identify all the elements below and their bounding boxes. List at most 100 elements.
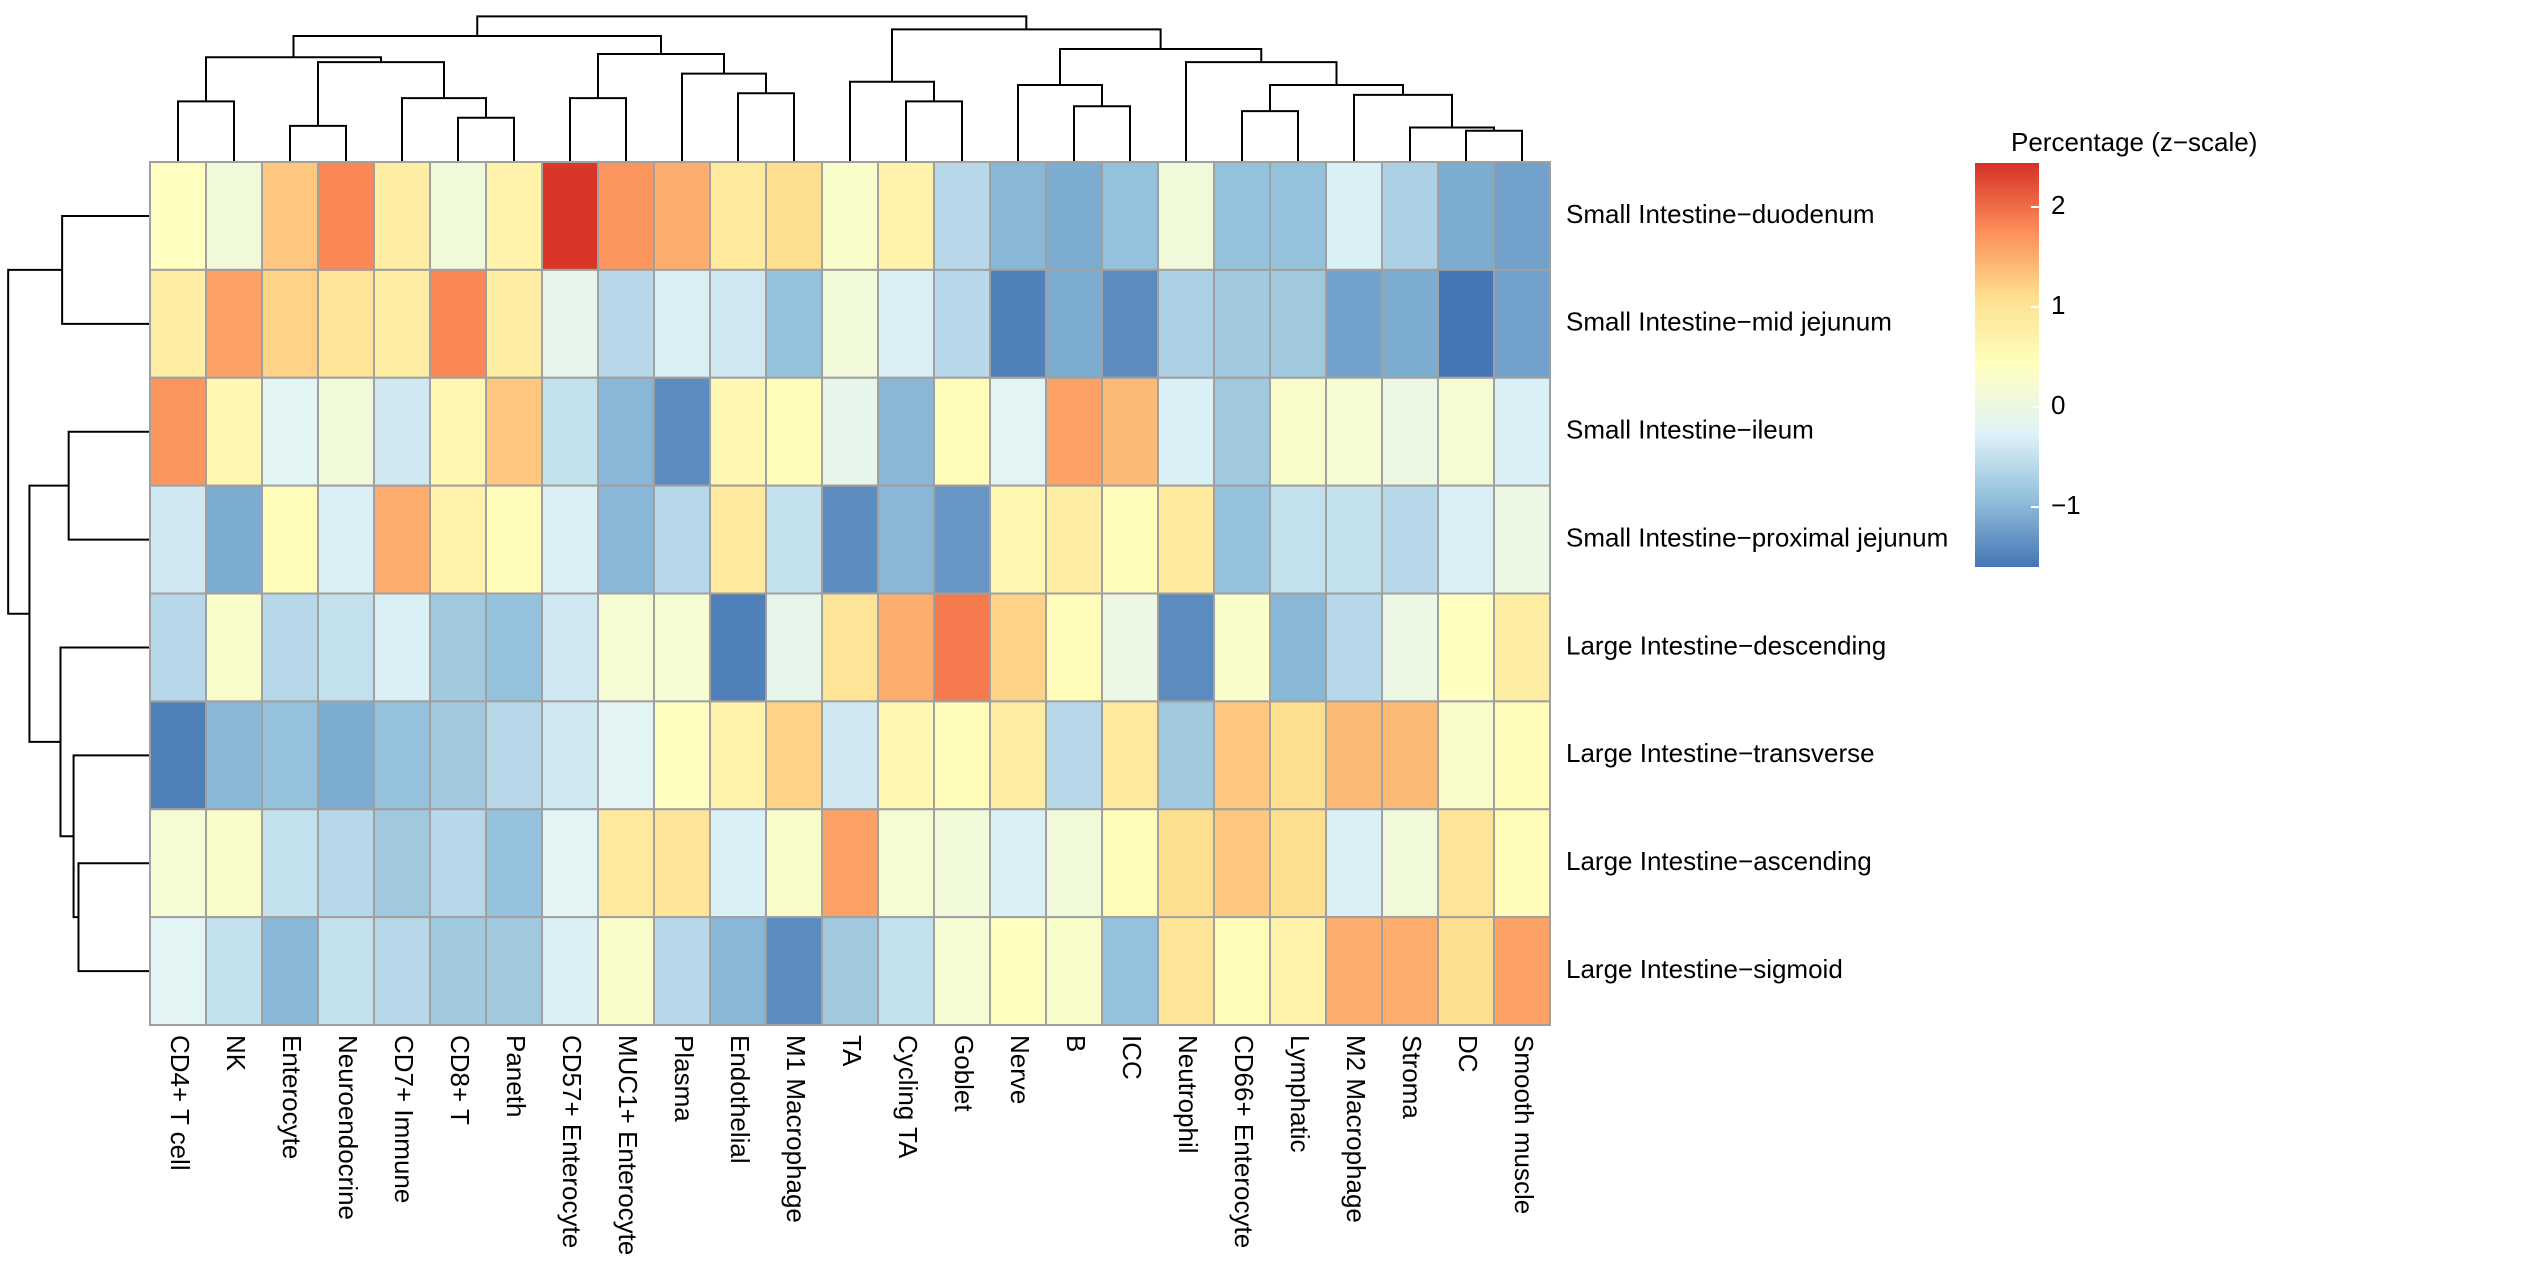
cell [821,484,879,595]
cell [261,916,319,1026]
cell [1213,916,1271,1026]
cell [1213,376,1271,487]
cell [877,916,935,1026]
cell [653,161,711,271]
cell [1101,808,1159,919]
cell [1045,808,1103,919]
cell [373,484,431,595]
cell [205,268,263,379]
cell [1325,268,1383,379]
cell [1269,700,1327,811]
row-dendrogram [77,862,150,973]
cell [1045,161,1103,271]
cell [373,700,431,811]
cell [149,161,207,271]
cell [933,161,991,271]
cell [485,376,543,487]
row-dendrogram [67,430,150,541]
cell [877,376,935,487]
cell [317,268,375,379]
cell [709,484,767,595]
cell [1381,592,1439,703]
cell [1213,484,1271,595]
column-label: M1 Macrophage [781,1035,811,1223]
column-dendrogram [1241,110,1299,162]
cell [821,808,879,919]
cell [373,592,431,703]
column-dendrogram [476,15,1028,36]
cell [429,484,487,595]
cell [1101,376,1159,487]
column-dendrogram [905,100,963,162]
cell [261,700,319,811]
cell [1213,161,1271,271]
cell [429,161,487,271]
row-label: Small Intestine−mid jejunum [1566,307,1892,337]
cell [989,268,1047,379]
column-dendrogram [401,97,487,162]
column-dendrogram [569,97,627,162]
cell [429,376,487,487]
cell [1437,592,1495,703]
cell [205,376,263,487]
cell [541,268,599,379]
cell [1157,268,1215,379]
cell [205,808,263,919]
cell [1101,268,1159,379]
cell [1269,268,1327,379]
column-label: DC [1453,1035,1483,1073]
cell [373,268,431,379]
column-label: CD7+ Immune [389,1035,419,1203]
cell [1325,916,1383,1026]
cell [429,592,487,703]
column-label: Goblet [949,1035,979,1112]
cell [1437,161,1495,271]
cell [205,592,263,703]
cell [261,484,319,595]
cell [1325,484,1383,595]
cell [1213,592,1271,703]
cell [989,376,1047,487]
column-dendrogram [849,80,935,162]
column-label: Paneth [501,1035,531,1117]
cell [1325,592,1383,703]
cell [1381,484,1439,595]
column-label: B [1061,1035,1091,1052]
cell [1213,268,1271,379]
column-label: CD66+ Enterocyte [1229,1035,1259,1248]
cell [373,376,431,487]
column-dendrogram [1059,48,1263,86]
cell [205,700,263,811]
cell [485,808,543,919]
cell [1213,700,1271,811]
cell [541,376,599,487]
colorbar [1975,163,2039,567]
cell [765,916,823,1026]
cell [765,592,823,703]
column-dendrogram [1409,126,1495,162]
cell [653,592,711,703]
row-label: Large Intestine−sigmoid [1566,954,1843,984]
cell [1157,376,1215,487]
column-label: NK [221,1035,251,1072]
colorbar-tick-label: 2 [2051,190,2065,220]
cell [317,808,375,919]
cell [877,700,935,811]
cell [709,592,767,703]
cell [877,808,935,919]
row-dendrogram [72,754,150,919]
cell [653,484,711,595]
cell [933,376,991,487]
cell [149,268,207,379]
cell [765,700,823,811]
cell [429,808,487,919]
cell [765,268,823,379]
cell [653,268,711,379]
cell [485,268,543,379]
cell [485,592,543,703]
column-label: CD4+ T cell [165,1035,195,1171]
cell [709,268,767,379]
column-dendrogram [737,92,795,162]
cell [597,808,655,919]
cell [541,700,599,811]
